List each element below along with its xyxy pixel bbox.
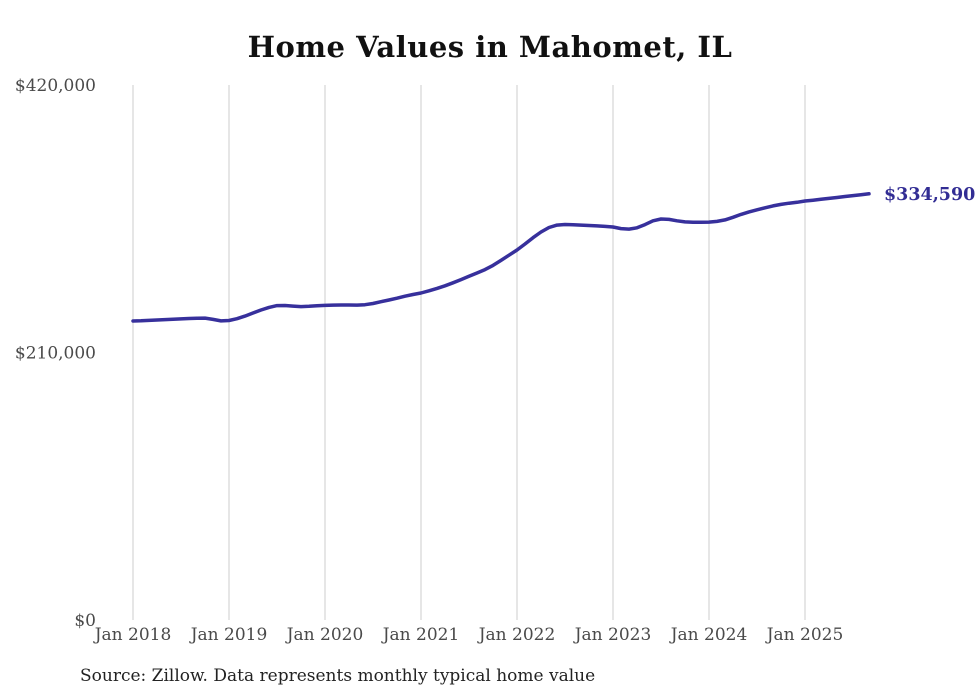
x-axis-tick-label: Jan 2024: [669, 625, 748, 645]
x-axis-tick-label: Jan 2021: [381, 625, 460, 645]
x-axis-tick-label: Jan 2022: [477, 625, 556, 645]
x-axis-tick-label: Jan 2019: [189, 625, 268, 645]
x-axis-tick-label: Jan 2018: [93, 625, 172, 645]
x-axis-tick-label: Jan 2025: [765, 625, 844, 645]
source-note: Source: Zillow. Data represents monthly …: [80, 666, 596, 686]
x-axis-tick-label: Jan 2020: [285, 625, 364, 645]
chart-title: Home Values in Mahomet, IL: [247, 30, 733, 64]
x-axis-tick-label: Jan 2023: [573, 625, 652, 645]
final-value-label: $334,590: [884, 185, 975, 205]
y-axis-tick-label: $0: [74, 611, 96, 631]
y-axis-tick-label: $420,000: [15, 76, 96, 96]
home-value-line: [131, 192, 871, 323]
y-axis-tick-label: $210,000: [15, 344, 96, 364]
